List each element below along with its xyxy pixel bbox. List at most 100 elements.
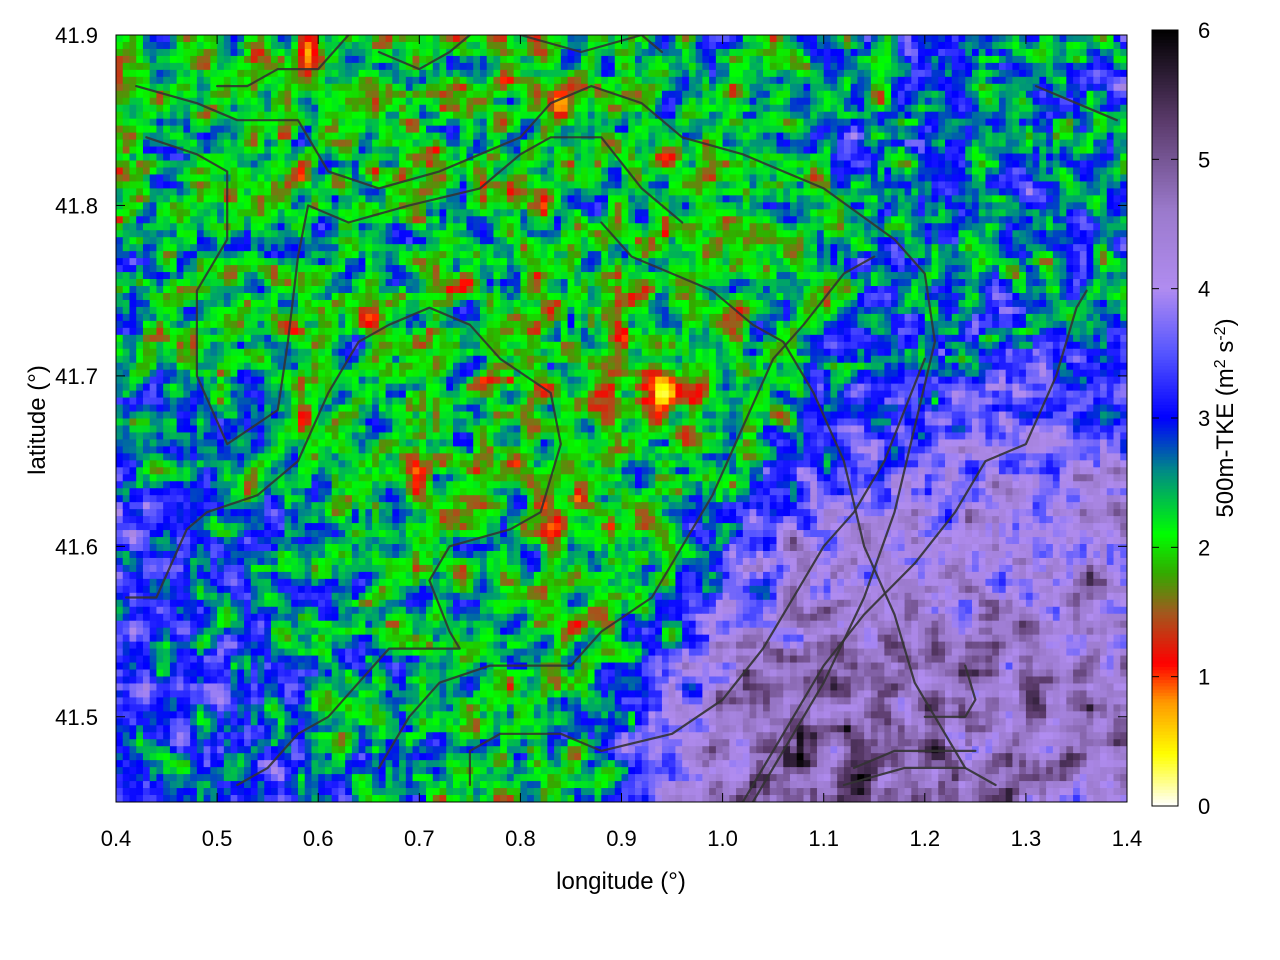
heatmap-cell xyxy=(978,35,987,43)
heatmap-cell xyxy=(426,125,434,134)
heatmap-cell xyxy=(264,139,272,148)
heatmap-cell xyxy=(1046,195,1054,203)
heatmap-cell xyxy=(1019,97,1027,106)
heatmap-cell xyxy=(1052,188,1061,196)
heatmap-cell xyxy=(142,62,151,71)
heatmap-cell xyxy=(756,48,764,57)
heatmap-cell xyxy=(547,62,555,71)
heatmap-cell xyxy=(318,167,326,176)
heatmap-cell xyxy=(756,202,764,210)
heatmap-cell xyxy=(271,139,279,148)
heatmap-cell xyxy=(884,125,892,134)
heatmap-cell xyxy=(473,251,481,259)
heatmap-cell xyxy=(533,230,542,238)
heatmap-cell xyxy=(1046,181,1054,189)
heatmap-cell xyxy=(1120,69,1127,78)
heatmap-cell xyxy=(810,132,818,141)
heatmap-cell xyxy=(439,195,447,203)
heatmap-cell xyxy=(183,167,191,176)
heatmap-cell xyxy=(870,160,879,169)
heatmap-cell xyxy=(763,174,771,183)
heatmap-cell xyxy=(945,237,953,245)
heatmap-cell xyxy=(1005,146,1014,155)
heatmap-cell xyxy=(1113,83,1121,92)
heatmap-cell xyxy=(810,237,818,245)
heatmap-cell xyxy=(250,202,259,210)
heatmap-cell xyxy=(756,223,764,231)
heatmap-cell xyxy=(493,35,501,43)
heatmap-cell xyxy=(1066,69,1074,78)
heatmap-cell xyxy=(486,90,495,99)
heatmap-cell xyxy=(857,48,865,57)
heatmap-cell xyxy=(217,265,225,273)
heatmap-cell xyxy=(217,251,225,259)
heatmap-cell xyxy=(237,104,245,113)
heatmap-cell xyxy=(324,69,333,78)
heatmap-cell xyxy=(958,62,966,71)
heatmap-cell xyxy=(419,223,427,231)
heatmap-cell xyxy=(911,62,919,71)
heatmap-cell xyxy=(931,244,939,252)
heatmap-cell xyxy=(736,48,744,57)
heatmap-cell xyxy=(136,223,144,231)
heatmap-cell xyxy=(284,111,292,120)
heatmap-cell xyxy=(877,97,885,106)
heatmap-cell xyxy=(918,139,926,148)
heatmap-cell xyxy=(1093,188,1101,196)
heatmap-cell xyxy=(446,104,454,113)
heatmap-cell xyxy=(945,118,953,127)
heatmap-cell xyxy=(304,181,313,189)
heatmap-cell xyxy=(1113,41,1121,50)
heatmap-cell xyxy=(1100,230,1108,238)
heatmap-cell xyxy=(244,90,252,99)
heatmap-cell xyxy=(142,139,151,148)
heatmap-cell xyxy=(796,69,805,78)
heatmap-cell xyxy=(257,55,265,64)
heatmap-cell xyxy=(392,132,400,141)
heatmap-cell xyxy=(405,167,414,176)
heatmap-cell xyxy=(985,174,993,183)
heatmap-cell xyxy=(864,251,872,259)
heatmap-cell xyxy=(1025,104,1034,113)
heatmap-cell xyxy=(628,167,636,176)
heatmap-cell xyxy=(176,97,184,106)
heatmap-cell xyxy=(1039,181,1047,189)
heatmap-cell xyxy=(493,223,501,231)
heatmap-cell xyxy=(1093,69,1101,78)
heatmap-cell xyxy=(338,153,346,162)
heatmap-cell xyxy=(149,83,158,92)
heatmap-cell xyxy=(169,118,178,127)
heatmap-cell xyxy=(453,209,461,217)
heatmap-cell xyxy=(136,237,144,245)
heatmap-cell xyxy=(345,139,353,148)
heatmap-cell xyxy=(938,160,946,169)
heatmap-cell xyxy=(702,83,710,92)
heatmap-cell xyxy=(210,251,218,259)
heatmap-cell xyxy=(803,174,811,183)
heatmap-cell xyxy=(911,132,919,141)
heatmap-cell xyxy=(527,244,535,252)
heatmap-cell xyxy=(493,83,501,92)
heatmap-cell xyxy=(601,118,609,127)
heatmap-cell xyxy=(1093,230,1101,238)
heatmap-cell xyxy=(763,104,771,113)
heatmap-cell xyxy=(796,209,805,217)
heatmap-cell xyxy=(601,237,609,245)
heatmap-cell xyxy=(136,118,144,127)
heatmap-cell xyxy=(742,195,751,203)
heatmap-cell xyxy=(763,118,771,127)
heatmap-cell xyxy=(324,48,333,57)
heatmap-cell xyxy=(230,181,238,189)
heatmap-cell xyxy=(217,202,225,210)
heatmap-cell xyxy=(918,174,926,183)
heatmap-cell xyxy=(163,118,171,127)
heatmap-cell xyxy=(149,90,158,99)
heatmap-cell xyxy=(803,153,811,162)
heatmap-cell xyxy=(412,97,420,106)
heatmap-cell xyxy=(1039,230,1047,238)
heatmap-cell xyxy=(203,153,211,162)
heatmap-cell xyxy=(992,104,1000,113)
heatmap-cell xyxy=(675,181,683,189)
heatmap-cell xyxy=(237,181,245,189)
heatmap-cell xyxy=(695,118,703,127)
